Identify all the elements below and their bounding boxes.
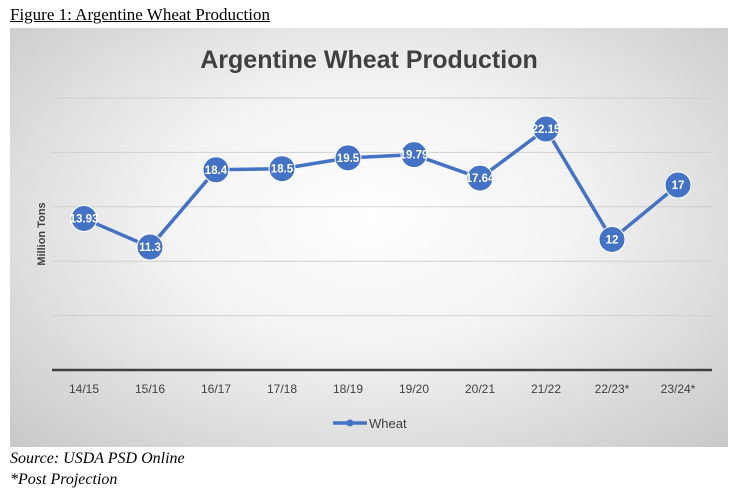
legend-marker (346, 419, 354, 427)
data-label: 11.3 (139, 242, 161, 254)
data-label: 22.15 (532, 124, 561, 136)
data-label: 12 (606, 234, 619, 246)
data-point (70, 204, 98, 232)
chart-title: Argentine Wheat Production (200, 46, 538, 74)
x-tick-label: 23/24* (661, 382, 696, 396)
y-axis-label: Million Tons (36, 202, 48, 265)
x-tick-label: 16/17 (201, 382, 231, 396)
data-label: 17 (672, 180, 685, 192)
source-note: Source: USDA PSD Online (10, 450, 185, 467)
data-label: 18.4 (205, 165, 228, 177)
x-tick-label: 20/21 (465, 382, 495, 396)
data-point (466, 164, 494, 192)
x-tick-label: 17/18 (267, 382, 297, 396)
legend-label: Wheat (369, 416, 407, 431)
data-point (334, 144, 362, 172)
x-tick-label: 15/16 (135, 382, 165, 396)
x-tick-label: 22/23* (595, 382, 630, 396)
data-point (400, 141, 428, 169)
data-label: 17.64 (466, 173, 495, 185)
data-label: 19.5 (337, 153, 360, 165)
footnote: *Post Projection (10, 471, 118, 488)
data-point (136, 233, 164, 261)
data-label: 13.93 (70, 213, 99, 225)
data-point (268, 155, 296, 183)
data-point (598, 225, 626, 253)
data-label: 19.79 (400, 150, 429, 162)
figure-caption: Figure 1: Argentine Wheat Production (10, 5, 270, 24)
x-tick-label: 18/19 (333, 382, 363, 396)
series-line-wheat (83, 127, 680, 249)
data-point (532, 115, 560, 143)
x-tick-label: 19/20 (399, 382, 429, 396)
data-point (664, 171, 692, 199)
data-point (202, 156, 230, 184)
data-label: 18.5 (271, 164, 294, 176)
x-tick-label: 21/22 (531, 382, 561, 396)
x-tick-label: 14/15 (69, 382, 99, 396)
